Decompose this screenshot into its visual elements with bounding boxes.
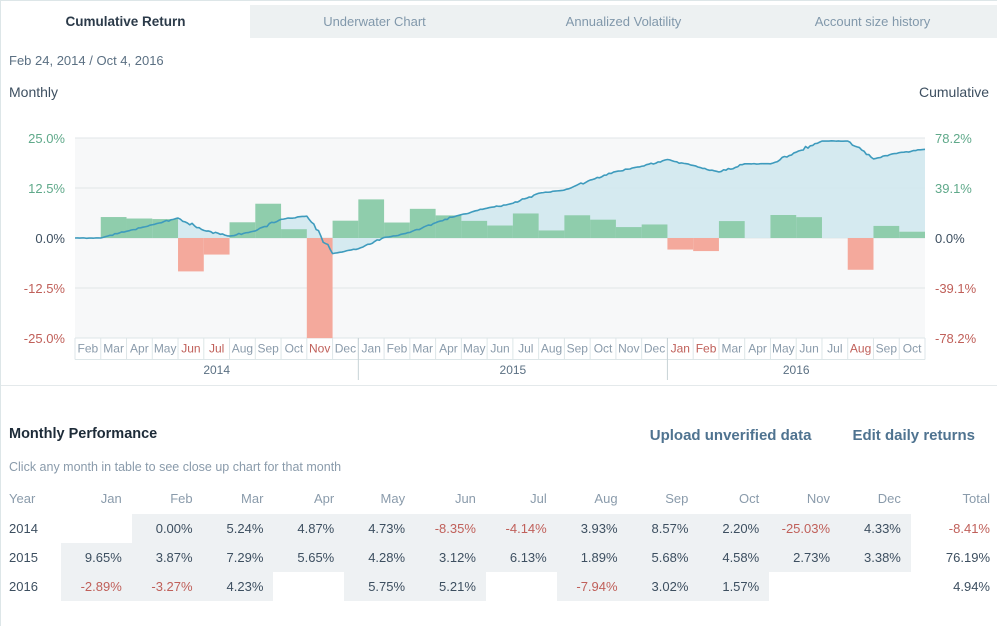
svg-text:Feb: Feb xyxy=(696,342,717,356)
svg-text:0.0%: 0.0% xyxy=(935,231,965,246)
svg-text:Apr: Apr xyxy=(748,342,767,356)
svg-text:Oct: Oct xyxy=(285,342,304,356)
svg-text:-39.1%: -39.1% xyxy=(935,281,977,296)
svg-text:Mar: Mar xyxy=(412,342,433,356)
svg-text:Dec: Dec xyxy=(335,342,356,356)
svg-text:-25.0%: -25.0% xyxy=(24,331,66,346)
svg-text:Feb: Feb xyxy=(387,342,408,356)
svg-text:Sep: Sep xyxy=(258,342,280,356)
svg-text:Apr: Apr xyxy=(130,342,149,356)
svg-text:78.2%: 78.2% xyxy=(935,131,972,146)
svg-text:12.5%: 12.5% xyxy=(28,181,65,196)
svg-text:Aug: Aug xyxy=(541,342,562,356)
svg-text:Aug: Aug xyxy=(232,342,253,356)
svg-text:Mar: Mar xyxy=(721,342,742,356)
svg-text:-12.5%: -12.5% xyxy=(24,281,66,296)
svg-text:-78.2%: -78.2% xyxy=(935,331,977,346)
svg-text:May: May xyxy=(463,342,486,356)
svg-text:May: May xyxy=(772,342,795,356)
svg-text:Jun: Jun xyxy=(799,342,818,356)
svg-text:2016: 2016 xyxy=(783,363,810,377)
svg-text:Jan: Jan xyxy=(671,342,690,356)
svg-text:Jun: Jun xyxy=(181,342,200,356)
svg-text:Jul: Jul xyxy=(827,342,842,356)
svg-text:Nov: Nov xyxy=(309,342,330,356)
svg-text:Jan: Jan xyxy=(362,342,381,356)
svg-text:Apr: Apr xyxy=(439,342,458,356)
svg-text:Jul: Jul xyxy=(209,342,224,356)
svg-text:Sep: Sep xyxy=(567,342,589,356)
svg-text:2015: 2015 xyxy=(500,363,527,377)
svg-text:Mar: Mar xyxy=(103,342,124,356)
svg-text:25.0%: 25.0% xyxy=(28,131,65,146)
svg-text:Feb: Feb xyxy=(78,342,99,356)
svg-text:39.1%: 39.1% xyxy=(935,181,972,196)
svg-text:Jun: Jun xyxy=(490,342,509,356)
svg-text:Oct: Oct xyxy=(594,342,613,356)
svg-text:Jul: Jul xyxy=(518,342,533,356)
svg-text:May: May xyxy=(154,342,177,356)
svg-text:Dec: Dec xyxy=(644,342,665,356)
svg-text:2014: 2014 xyxy=(203,363,230,377)
svg-text:Sep: Sep xyxy=(876,342,898,356)
svg-text:Aug: Aug xyxy=(850,342,871,356)
svg-text:0.0%: 0.0% xyxy=(35,231,65,246)
svg-text:Oct: Oct xyxy=(903,342,922,356)
svg-text:Nov: Nov xyxy=(618,342,639,356)
